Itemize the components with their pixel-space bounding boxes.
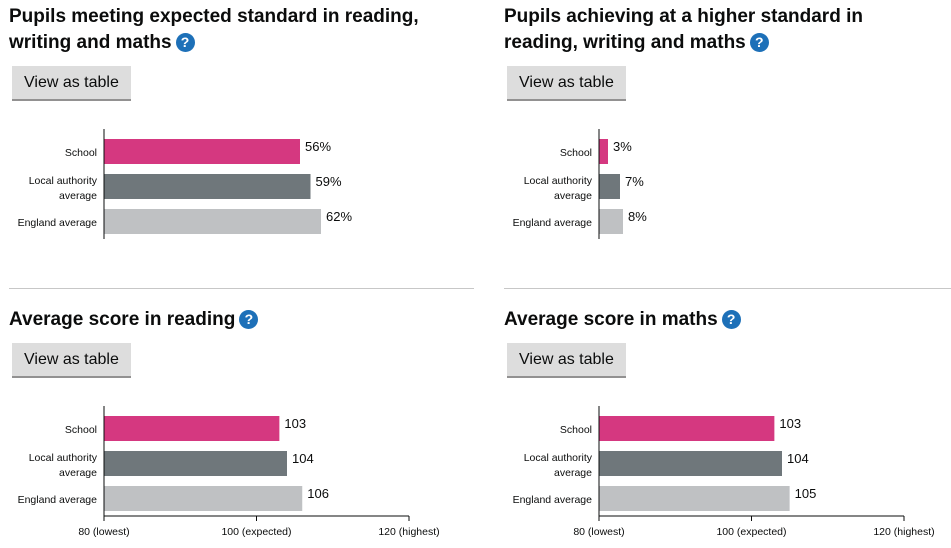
x-tick-label: 100 (expected) xyxy=(221,526,291,538)
category-label: average xyxy=(59,467,97,479)
x-tick-label: 80 (lowest) xyxy=(573,526,624,538)
view-as-table-button[interactable]: View as table xyxy=(12,66,131,99)
bar-england xyxy=(104,486,303,511)
chart-title: Pupils meeting expected standard in read… xyxy=(9,4,469,56)
category-label: Local authority xyxy=(29,175,98,187)
category-label: average xyxy=(554,467,592,479)
category-label: School xyxy=(560,147,592,159)
chart-title: Average score in reading? xyxy=(9,307,469,333)
chart-title: Average score in maths? xyxy=(504,307,944,333)
view-as-table-button[interactable]: View as table xyxy=(507,343,626,376)
bar-local-authority xyxy=(104,174,311,199)
chart-title: Pupils achieving at a higher standard in… xyxy=(504,4,934,56)
bar-chart: 56% School 59% Local authority average 62% Eng… xyxy=(18,129,352,239)
bar-value-label: 104 xyxy=(292,451,314,466)
panel-reading-score: Average score in reading? View as table … xyxy=(9,307,479,547)
bar-local-authority xyxy=(599,174,620,199)
bar-england xyxy=(599,209,623,234)
category-label: School xyxy=(65,147,97,159)
help-icon[interactable]: ? xyxy=(175,33,195,52)
bar-chart: 103 School 104 Local authority average 105 Eng… xyxy=(513,406,935,538)
chart-title-text: Pupils achieving at a higher standard in… xyxy=(504,6,863,53)
bar-chart: 3% School 7% Local authority average 8% Englan… xyxy=(513,129,647,239)
bar-value-label: 104 xyxy=(787,451,809,466)
bar-value-label: 62% xyxy=(326,209,352,224)
x-tick-label: 100 (expected) xyxy=(716,526,786,538)
category-label: School xyxy=(65,424,97,436)
panel-maths-score: Average score in maths? View as table 10… xyxy=(504,307,951,547)
bar-value-label: 3% xyxy=(613,139,632,154)
panel-higher-standard: Pupils achieving at a higher standard in… xyxy=(504,4,944,274)
bar-school xyxy=(104,139,300,164)
category-label: England average xyxy=(18,494,98,506)
chart-title-text: Average score in maths xyxy=(504,309,718,330)
category-label: Local authority xyxy=(29,452,98,464)
bar-chart: 103 School 104 Local authority average 106 Eng… xyxy=(18,406,440,538)
bar-value-label: 103 xyxy=(284,416,306,431)
x-tick-label: 120 (highest) xyxy=(378,526,439,538)
help-icon[interactable]: ? xyxy=(721,310,741,329)
x-tick-label: 80 (lowest) xyxy=(78,526,129,538)
bar-local-authority xyxy=(599,451,782,476)
category-label: average xyxy=(554,190,592,202)
category-label: Local authority xyxy=(524,175,593,187)
help-icon[interactable]: ? xyxy=(749,33,769,52)
category-label: England average xyxy=(18,217,98,229)
bar-value-label: 56% xyxy=(305,139,331,154)
category-label: England average xyxy=(513,494,593,506)
help-icon[interactable]: ? xyxy=(239,310,259,329)
divider-right xyxy=(504,288,951,289)
bar-value-label: 105 xyxy=(795,486,817,501)
bar-school xyxy=(599,416,775,441)
bar-school xyxy=(599,139,608,164)
chart-title-text: Average score in reading xyxy=(9,309,236,330)
view-as-table-button[interactable]: View as table xyxy=(12,343,131,376)
bar-england xyxy=(599,486,790,511)
chart-title-text: Pupils meeting expected standard in read… xyxy=(9,6,419,53)
bar-value-label: 7% xyxy=(625,174,644,189)
divider-left xyxy=(9,288,474,289)
x-tick-label: 120 (highest) xyxy=(873,526,934,538)
category-label: England average xyxy=(513,217,593,229)
category-label: School xyxy=(560,424,592,436)
category-label: Local authority xyxy=(524,452,593,464)
bar-value-label: 59% xyxy=(316,174,342,189)
bar-local-authority xyxy=(104,451,287,476)
bar-school xyxy=(104,416,280,441)
panel-expected-standard: Pupils meeting expected standard in read… xyxy=(9,4,479,274)
category-label: average xyxy=(59,190,97,202)
bar-value-label: 103 xyxy=(779,416,801,431)
bar-value-label: 106 xyxy=(307,486,329,501)
view-as-table-button[interactable]: View as table xyxy=(507,66,626,99)
bar-england xyxy=(104,209,321,234)
bar-value-label: 8% xyxy=(628,209,647,224)
